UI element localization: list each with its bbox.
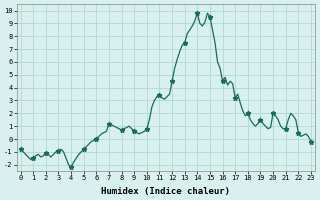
X-axis label: Humidex (Indice chaleur): Humidex (Indice chaleur) [101,187,230,196]
